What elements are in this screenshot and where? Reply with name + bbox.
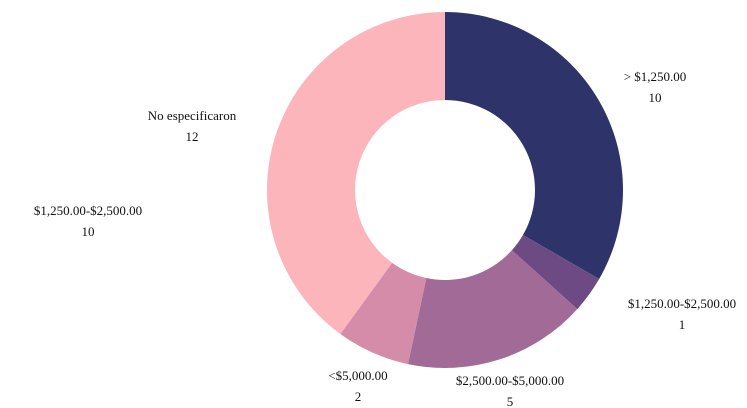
slice-label: <$5,000.00 [328, 368, 387, 383]
annotation-value: 10 [82, 224, 95, 239]
slice-label: $2,500.00-$5,000.00 [456, 373, 564, 388]
donut-slice [407, 250, 578, 368]
slice-label: No especificaron [148, 108, 237, 123]
slice-value: 2 [355, 389, 362, 404]
slice-label: > $1,250.00 [624, 69, 687, 84]
donut-slice [267, 12, 445, 335]
slice-value: 10 [649, 90, 662, 105]
donut-slice [511, 235, 600, 310]
slice-value: 12 [186, 129, 199, 144]
slice-value: 1 [679, 317, 686, 332]
slice-label: $1,250.00-$2,500.00 [628, 296, 736, 311]
slice-value: 5 [507, 394, 514, 408]
donut-slice [340, 262, 427, 365]
donut-slice [445, 12, 623, 279]
annotation-label: $1,250.00-$2,500.00 [34, 203, 142, 218]
